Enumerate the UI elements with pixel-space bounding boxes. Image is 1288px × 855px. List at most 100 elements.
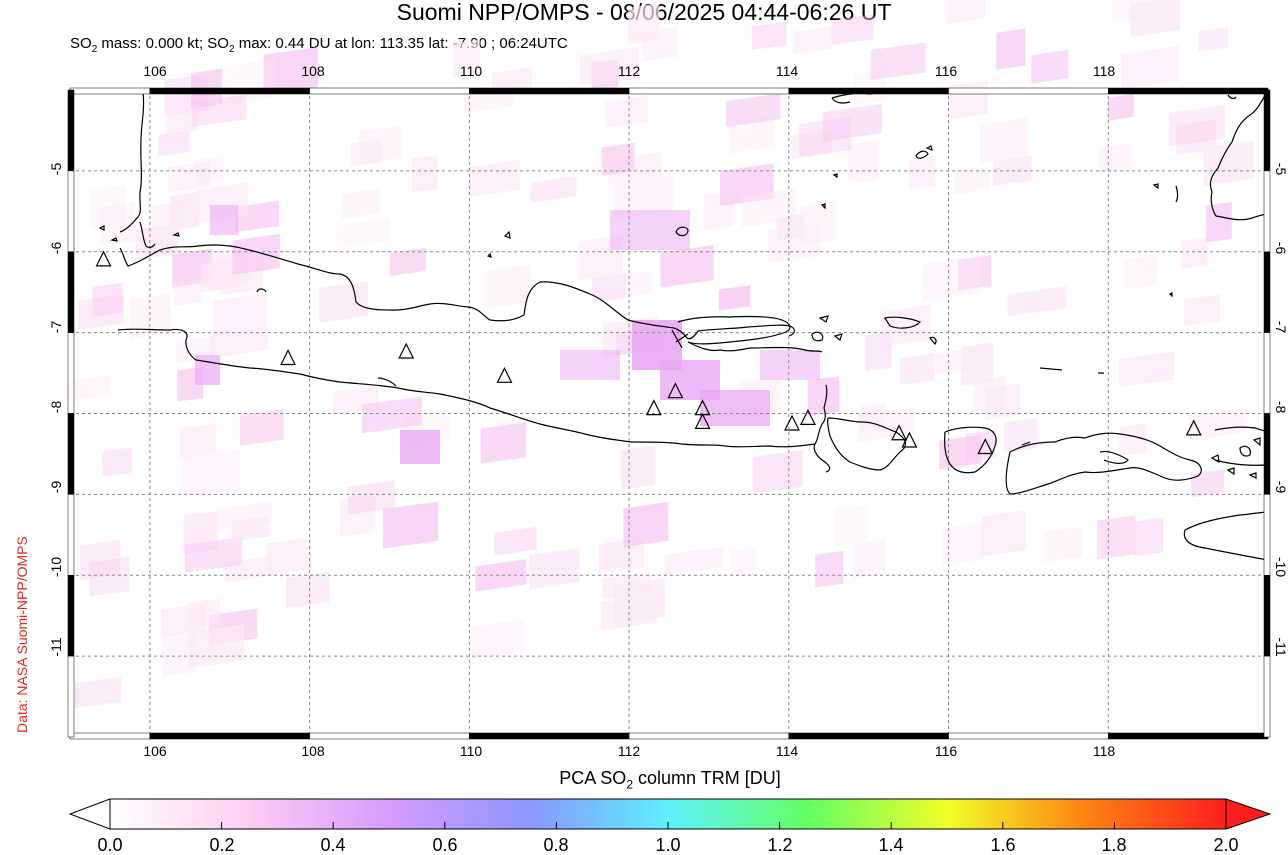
colorbar-label: 0.2: [209, 835, 235, 855]
coast-islet-1: [486, 252, 492, 258]
tick-labels: 106 108 110 112 114 116 118 106 108 110 …: [48, 63, 1288, 759]
so2-pixel: [192, 94, 246, 127]
so2-pixel: [602, 571, 651, 600]
colorbar-label: 2.0: [1213, 835, 1239, 855]
coast-islet-10: [832, 173, 838, 179]
so2-pixel: [900, 353, 935, 386]
border-segment-top: [948, 87, 1109, 95]
top-lon-tick: 106: [143, 63, 167, 79]
border-segment-bottom: [948, 732, 1109, 740]
so2-pixel: [942, 522, 984, 566]
top-lon-tick: 108: [301, 63, 325, 79]
coast-islet-7: [915, 150, 929, 159]
volcano-markers: [95, 250, 1202, 455]
so2-pixel: [475, 559, 527, 592]
colorbar-ticks: [109, 822, 1227, 829]
coast-islet-5: [172, 232, 180, 237]
coast-bawean: [675, 226, 689, 237]
coast-sapudi-2: [811, 331, 824, 342]
coast-islet-3: [98, 225, 105, 231]
coast-madura: [677, 315, 791, 345]
so2-pixel: [790, 130, 832, 160]
colorbar-label: 0.6: [432, 835, 458, 855]
so2-pixel: [815, 550, 844, 588]
so2-pixel: [718, 285, 751, 311]
left-lat-tick: -8: [48, 401, 64, 414]
so2-pixel: [957, 254, 992, 291]
coast-islet-11: [1152, 183, 1159, 190]
so2-pixel: [78, 294, 124, 330]
so2-pixel: [492, 67, 532, 94]
top-lon-tick: 110: [460, 63, 483, 79]
so2-pixel: [79, 539, 121, 581]
border-segment-bottom: [628, 732, 790, 740]
so2-pixel: [1176, 119, 1217, 156]
so2-pixel: [266, 537, 312, 576]
border-segment-left: [67, 575, 75, 657]
so2-peak-pixel: [195, 355, 220, 385]
colorbar-label: 1.8: [1101, 835, 1127, 855]
so2-pixel: [1198, 27, 1228, 52]
coast-surabaya-strait: [671, 329, 689, 349]
coast-islet-8: [925, 145, 933, 151]
volcano-icon: [891, 424, 907, 441]
coast-java-east-north: [687, 341, 823, 353]
coast-islet-4: [110, 237, 118, 242]
so2-pixel: [1119, 422, 1147, 457]
so2-peak-pixel: [560, 350, 620, 380]
bottom-lon-tick: 114: [776, 743, 799, 759]
colorbar-title-suffix: column TRM [DU]: [633, 768, 781, 788]
volcano-icon: [645, 399, 662, 416]
border-segment-top: [469, 87, 630, 95]
so2-pixel: [341, 188, 380, 220]
so2-pixel: [168, 161, 211, 192]
border-segment-right: [1263, 251, 1271, 333]
so2-pixel: [129, 293, 172, 340]
left-lat-tick: -6: [48, 242, 64, 255]
bottom-lon-tick: 108: [301, 743, 325, 759]
volcano-icon: [977, 438, 994, 455]
border-segment-left: [67, 251, 75, 333]
so2-pixel: [909, 155, 936, 190]
colorbar-label: 0.4: [320, 835, 346, 855]
bottom-lon-tick: 112: [618, 743, 641, 759]
so2-pixel: [347, 480, 396, 515]
so2-pixel: [848, 139, 879, 184]
so2-pixel: [494, 526, 537, 556]
coast-java-south: [117, 328, 816, 448]
colorbar-label: 1.0: [655, 835, 681, 855]
so2-pixel: [452, 39, 480, 79]
so2-max-text: max: 0.44 DU at lon: 113.35 lat: -7.90 ;…: [234, 35, 568, 52]
volcano-icon: [398, 342, 415, 359]
so2-pixel: [859, 402, 885, 431]
so2-pixel: [922, 255, 982, 302]
coast-karimunjawa: [503, 230, 511, 239]
so2-peak-pixel: [400, 430, 440, 464]
so2-pixel: [881, 304, 932, 347]
so2-pixel: [664, 546, 724, 576]
border-segment-bottom: [1108, 732, 1269, 740]
coast-java-east-south: [813, 443, 831, 473]
so2-pixel: [362, 396, 422, 434]
so2-pixel: [939, 434, 982, 470]
so2-pixel: [213, 293, 268, 336]
so2-peak-pixel: [610, 210, 690, 250]
so2-pixel: [834, 504, 868, 546]
so2-mass-subscript: 2: [91, 44, 98, 55]
volcano-icon: [95, 250, 112, 267]
colorbar-title-subscript: 2: [626, 777, 633, 792]
border-segment-left: [67, 655, 75, 738]
top-lon-tick: 112: [618, 63, 641, 79]
so2-peak-pixel: [700, 390, 770, 426]
so2-pixel: [1031, 49, 1069, 84]
so2-pixel: [996, 28, 1026, 70]
so2-pixel: [383, 501, 439, 549]
so2-pixel: [286, 571, 330, 609]
so2-pixel: [102, 447, 133, 477]
so2-pixel: [469, 159, 521, 197]
so2-pixel: [209, 326, 269, 359]
so2-pixel: [660, 244, 714, 288]
coast-sumatra: [119, 91, 145, 233]
top-lon-tick: 114: [776, 63, 799, 79]
so2-pixel: [91, 184, 127, 230]
